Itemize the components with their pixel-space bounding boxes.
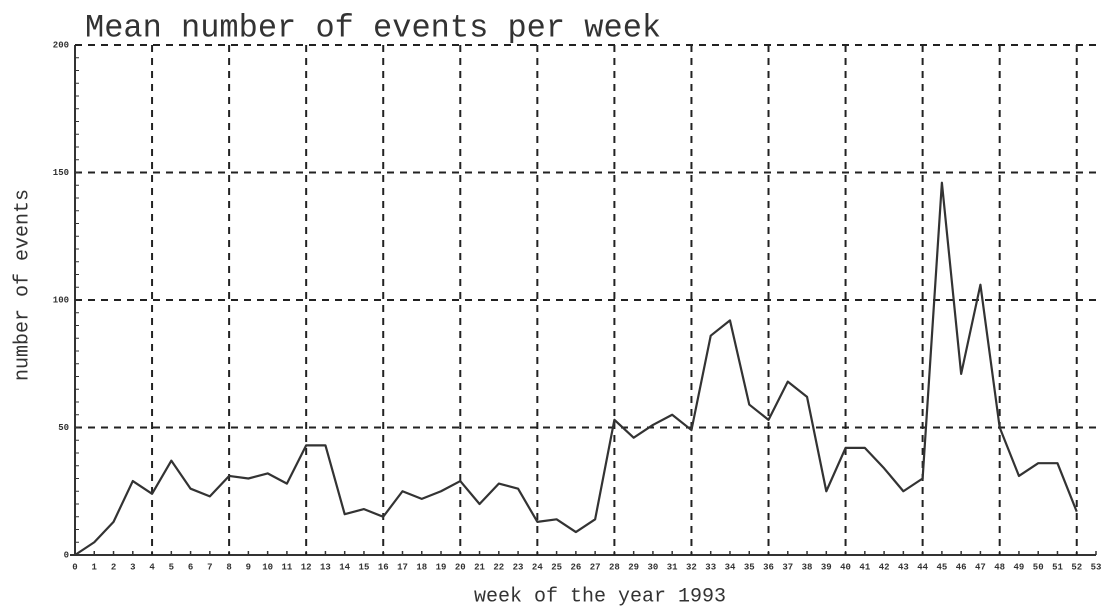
x-tick-label: 16	[378, 562, 389, 572]
x-tick-label: 2	[111, 562, 116, 572]
x-tick-label: 22	[493, 562, 504, 572]
x-tick-label: 33	[705, 562, 716, 572]
y-tick-label: 0	[64, 550, 69, 560]
x-tick-label: 24	[532, 562, 543, 572]
y-tick-label: 50	[58, 423, 69, 433]
y-tick-label: 200	[53, 40, 69, 50]
x-tick-label: 26	[570, 562, 581, 572]
x-tick-label: 25	[551, 562, 562, 572]
x-tick-label: 32	[686, 562, 697, 572]
y-tick-label: 150	[53, 168, 69, 178]
x-tick-label: 36	[763, 562, 774, 572]
y-tick-label: 100	[53, 295, 69, 305]
x-tick-label: 17	[397, 562, 408, 572]
x-tick-label: 45	[936, 562, 947, 572]
x-tick-label: 42	[879, 562, 890, 572]
x-tick-label: 21	[474, 562, 485, 572]
x-tick-label: 1	[92, 562, 98, 572]
x-tick-label: 41	[859, 562, 870, 572]
data-line	[74, 181, 1078, 556]
x-tick-label: 34	[725, 562, 736, 572]
x-tick-label: 15	[359, 562, 370, 572]
x-tick-label: 0	[72, 562, 77, 572]
x-axis-label: week of the year 1993	[474, 585, 726, 608]
x-tick-label: 40	[840, 562, 851, 572]
x-tick-label: 10	[262, 562, 273, 572]
x-tick-label: 52	[1071, 562, 1082, 572]
x-tick-label: 12	[301, 562, 312, 572]
x-tick-label: 19	[436, 562, 447, 572]
x-tick-label: 4	[149, 562, 155, 572]
x-tick-label: 49	[1014, 562, 1025, 572]
x-tick-label: 51	[1052, 562, 1063, 572]
x-tick-label: 13	[320, 562, 331, 572]
chart-title: Mean number of events per week	[85, 9, 661, 46]
x-tick-label: 35	[744, 562, 755, 572]
x-tick-label: 44	[917, 562, 928, 572]
x-tick-label: 53	[1091, 562, 1102, 572]
x-tick-label: 46	[956, 562, 967, 572]
x-tick-label: 37	[782, 562, 793, 572]
y-axis-label: number of events	[11, 189, 34, 381]
x-tick-label: 20	[455, 562, 466, 572]
x-tick-label: 3	[130, 562, 135, 572]
x-tick-label: 38	[802, 562, 813, 572]
x-tick-label: 11	[281, 562, 292, 572]
x-tick-label: 27	[590, 562, 601, 572]
x-tick-label: 47	[975, 562, 986, 572]
x-tick-label: 28	[609, 562, 620, 572]
x-tick-label: 18	[416, 562, 427, 572]
x-tick-label: 7	[207, 562, 212, 572]
x-tick-label: 23	[513, 562, 524, 572]
x-tick-label: 8	[226, 562, 231, 572]
x-tick-label: 6	[188, 562, 193, 572]
x-tick-label: 31	[667, 562, 678, 572]
x-tick-label: 48	[994, 562, 1005, 572]
x-tick-label: 50	[1033, 562, 1044, 572]
x-tick-label: 39	[821, 562, 832, 572]
x-tick-label: 9	[246, 562, 251, 572]
x-tick-label: 14	[339, 562, 350, 572]
x-tick-label: 43	[898, 562, 909, 572]
x-tick-label: 29	[628, 562, 639, 572]
x-tick-label: 5	[169, 562, 174, 572]
x-tick-label: 30	[648, 562, 659, 572]
